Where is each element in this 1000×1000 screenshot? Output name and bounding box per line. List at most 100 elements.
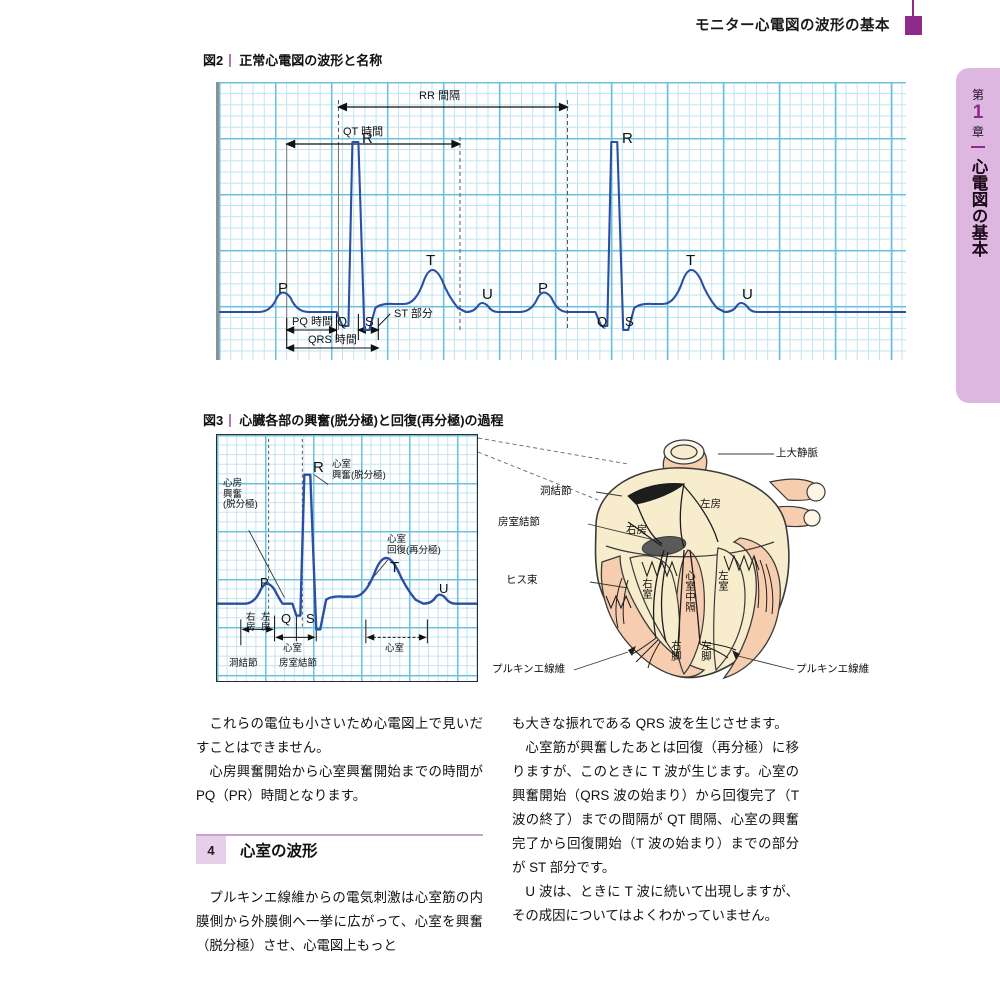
heart-label-left-bundle-branch: 左脚 (700, 640, 712, 661)
figure3-grid (217, 435, 477, 681)
left-atrium-line1: 左 (261, 612, 271, 623)
figure3-title: 心臓各部の興奮(脱分極)と回復(再分極)の過程 (239, 413, 504, 428)
left-paragraph-3: プルキンエ線維からの電気刺激は心室筋の内膜側から外膜側へ一挙に広がって、心室を興… (196, 890, 483, 953)
figure2-r-wave-label-1: R (362, 130, 373, 147)
right-atrium-line2: 房 (246, 621, 256, 633)
purkinje-arrowheads (628, 646, 740, 660)
right-atrium-line1: 右 (246, 612, 256, 623)
figure2-st-label: ST 部分 (394, 308, 433, 320)
heart-label-av-node: 房室結節 (498, 516, 540, 528)
figure2-grid (219, 82, 906, 360)
figure3-ecg-chart: 心房 興奮 (脱分極) 心室 興奮(脱分極) 心室 回復(再分極) P R Q … (216, 434, 478, 682)
figure2-t-wave-label-2: T (686, 252, 696, 269)
ventricular-excitation-line1: 心室 (332, 459, 352, 470)
figure3-av-node-label: 房室結節 (279, 658, 318, 669)
heart-label-right-ventricle: 右室 (641, 578, 653, 599)
left-text-column-after-section: プルキンエ線維からの電気刺激は心室筋の内膜側から外膜側へ一挙に広がって、心室を興… (196, 886, 483, 958)
figure2-s-wave-label-1: S (365, 314, 374, 329)
heart-label-purkinje-right: プルキンエ線維 (796, 663, 870, 675)
right-paragraph-1: も大きな振れである QRS 波を生じさせます。 (512, 716, 788, 731)
figure3-ventricular-recovery-annotation: 心室 回復(再分極) (387, 534, 441, 556)
figure3-sinus-node-label: 洞結節 (229, 658, 258, 669)
figure3-ventricular-excitation-annotation: 心室 興奮(脱分極) (332, 459, 386, 481)
section-title: 心室の波形 (240, 843, 318, 860)
heart-label-right-atrium: 右房 (626, 524, 647, 536)
heart-label-his-bundle: ヒス束 (506, 574, 538, 586)
label-leader-lines (573, 453, 795, 671)
figure3-r-wave-label: R (313, 459, 324, 476)
header-title: モニター心電図の波形の基本 (695, 18, 890, 34)
heart-label-left-ventricle: 左室 (717, 570, 729, 591)
figure2-pq-label: PQ 時間 (292, 316, 333, 328)
running-header: モニター心電図の波形の基本 (0, 0, 1000, 42)
figure2-r-wave-label-2: R (622, 130, 633, 147)
section-number-badge: 4 (196, 836, 226, 864)
figure2-qt-label: QT 時間 (343, 126, 384, 138)
figure2-p-wave-label-2: P (538, 280, 549, 297)
figure2-ecg-chart: RR 間隔 QT 時間 PQ 時間 QRS 時間 ST 部分 P R T U Q… (216, 82, 906, 360)
figure3-ventricle-label-2: 心室 (385, 643, 405, 654)
av-node-shape (641, 536, 687, 556)
heart-label-sinus-node: 洞結節 (540, 485, 572, 497)
atrial-excitation-line3: (脱分極) (223, 499, 258, 510)
ventricular-recovery-line2: 回復(再分極) (387, 544, 441, 556)
section-rule (196, 834, 483, 836)
figure2-q-wave-label-2: Q (597, 314, 608, 329)
figure2-trace-svg (219, 100, 906, 352)
figure3-ventricle-label-1: 心室 (283, 643, 303, 654)
figure3-right-atrium-label: 右 房 (246, 613, 256, 632)
figure3-s-wave-label: S (306, 611, 315, 626)
caption-bar (229, 414, 232, 427)
figure3-t-wave-label: T (390, 559, 400, 576)
left-paragraph-1: これらの電位も小さいため心電図上で見いだすことはできません。 (196, 716, 483, 755)
heart-anatomy-diagram: 上大静脈 洞結節 房室結節 ヒス束 左房 右房 右室 左室 心室中隔 右脚 左脚… (478, 430, 908, 688)
right-paragraph-3: U 波は、ときに T 波に続いて出現しますが、その成因についてはよくわかっていま… (512, 884, 799, 923)
grid-major-lines (219, 82, 906, 360)
heart-label-left-atrium: 左房 (700, 498, 721, 510)
figure3-p-wave-label: P (260, 575, 269, 590)
figure2-number: 図2 (203, 53, 224, 68)
right-paragraph-2: 心室筋が興奮したあとは回復（再分極）に移りますが、このときに T 波が生じます。… (512, 740, 799, 875)
chapter-number: 1 (972, 102, 984, 123)
ventricular-recovery-line1: 心室 (387, 534, 407, 545)
figure2-u-wave-label-1: U (482, 286, 493, 303)
figure3-q-wave-label: Q (281, 611, 292, 626)
left-paragraph-2: 心房興奮開始から心室興奮開始までの時間が PQ（PR）時間となります。 (196, 764, 483, 803)
figure3-u-wave-label: U (439, 581, 449, 596)
figure3-caption: 図3 心臓各部の興奮(脱分極)と回復(再分極)の過程 (203, 410, 504, 429)
atrial-excitation-line1: 心房 (223, 478, 243, 489)
figure3-atrial-excitation-annotation: 心房 興奮 (脱分極) (223, 478, 258, 511)
heart-label-superior-vena-cava: 上大静脈 (776, 447, 818, 459)
figure3-number: 図3 (203, 413, 224, 428)
left-text-column: これらの電位も小さいため心電図上で見いだすことはできません。 心房興奮開始から心… (196, 712, 483, 808)
figure2-title: 正常心電図の波形と名称 (239, 53, 383, 68)
heart-label-purkinje-left: プルキンエ線維 (492, 663, 566, 675)
atrial-excitation-line2: 興奮 (223, 488, 243, 500)
left-ventricle-cavity (713, 547, 746, 672)
left-atrium-line2: 房 (261, 621, 271, 633)
chapter-thumb-tab: 第 1 章 心電図の基本 (956, 68, 1000, 403)
left-ventricle-wall (722, 537, 781, 680)
interventricular-septum-shape (674, 549, 705, 676)
figure2-qrs-label: QRS 時間 (308, 334, 357, 346)
connector-lines (478, 437, 629, 501)
grid-major-lines (217, 435, 477, 681)
chapter-suffix: 章 (971, 125, 984, 139)
figure2-caption: 図2 正常心電図の波形と名称 (203, 50, 382, 69)
header-mark-stem-icon (912, 0, 914, 16)
figure2-rr-label: RR 間隔 (419, 90, 460, 102)
header-mark-square-icon (905, 16, 922, 35)
right-text-column: も大きな振れである QRS 波を生じさせます。 心室筋が興奮したあとは回復（再分… (512, 712, 799, 928)
figure3-trace-svg (217, 438, 477, 646)
endocardium-zigzag (605, 554, 760, 610)
figure2-s-wave-label-2: S (625, 314, 634, 329)
ventricular-excitation-line2: 興奮(脱分極) (332, 469, 386, 481)
heart-label-interventricular-septum: 心室中隔 (684, 570, 696, 612)
figure2-t-wave-label-1: T (426, 252, 436, 269)
conduction-pathways (627, 483, 719, 647)
caption-bar (229, 54, 232, 67)
heart-svg (478, 437, 826, 680)
chapter-divider (971, 146, 985, 148)
heart-label-right-bundle-branch: 右脚 (670, 640, 682, 661)
